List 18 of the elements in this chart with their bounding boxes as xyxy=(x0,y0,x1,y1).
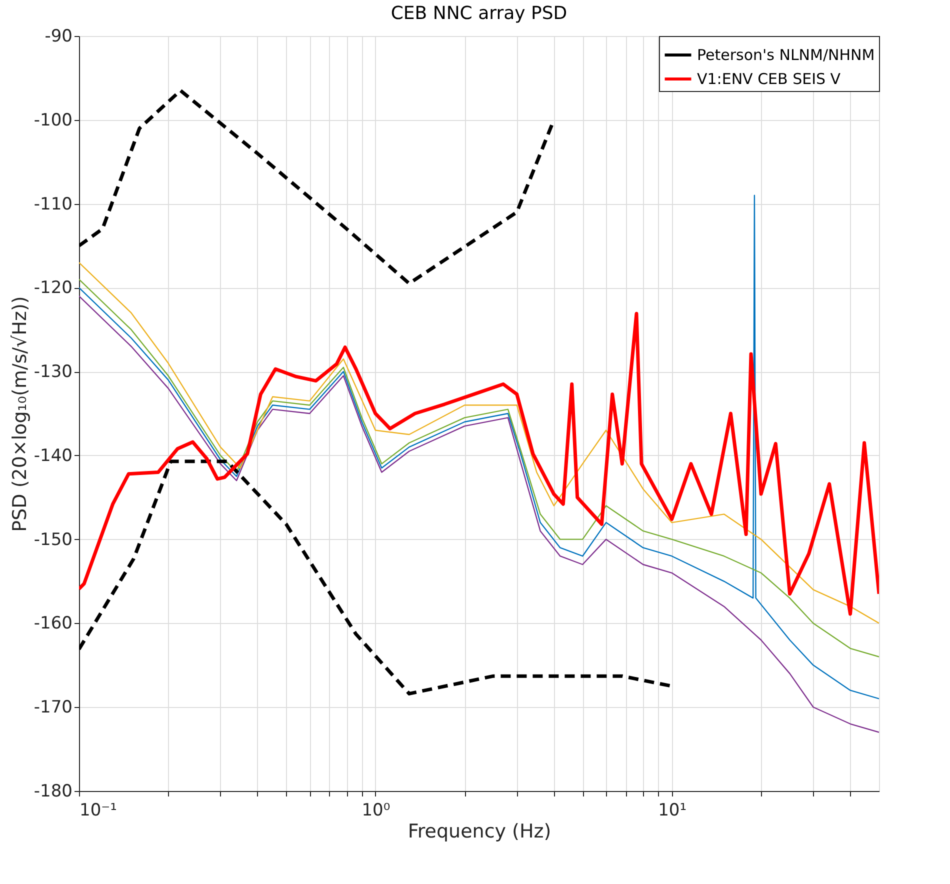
x-tick-label: 10⁻¹ xyxy=(80,800,117,820)
y-tick-label: -140 xyxy=(34,446,72,466)
legend-label: Peterson's NLNM/NHNM xyxy=(697,46,875,64)
y-tick-label: -130 xyxy=(34,362,72,382)
y-tick-label: -90 xyxy=(44,26,72,46)
y-tick-label: -100 xyxy=(34,110,72,130)
y-tick-label: -110 xyxy=(34,194,72,214)
x-axis-title: Frequency (Hz) xyxy=(408,820,552,842)
x-tick-label: 10⁰ xyxy=(362,800,390,820)
y-tick-label: -120 xyxy=(34,278,72,298)
x-tick-label: 10¹ xyxy=(658,800,687,820)
chart-title: CEB NNC array PSD xyxy=(390,3,568,24)
y-tick-label: -150 xyxy=(34,530,72,550)
y-tick-label: -160 xyxy=(34,614,72,634)
y-axis-title: PSD (20×log₁₀(m/s/√Hz)) xyxy=(8,296,31,532)
y-tick-label: -170 xyxy=(34,698,72,718)
y-tick-label: -180 xyxy=(34,782,72,802)
legend-label: V1:ENV CEB SEIS V xyxy=(697,70,842,88)
